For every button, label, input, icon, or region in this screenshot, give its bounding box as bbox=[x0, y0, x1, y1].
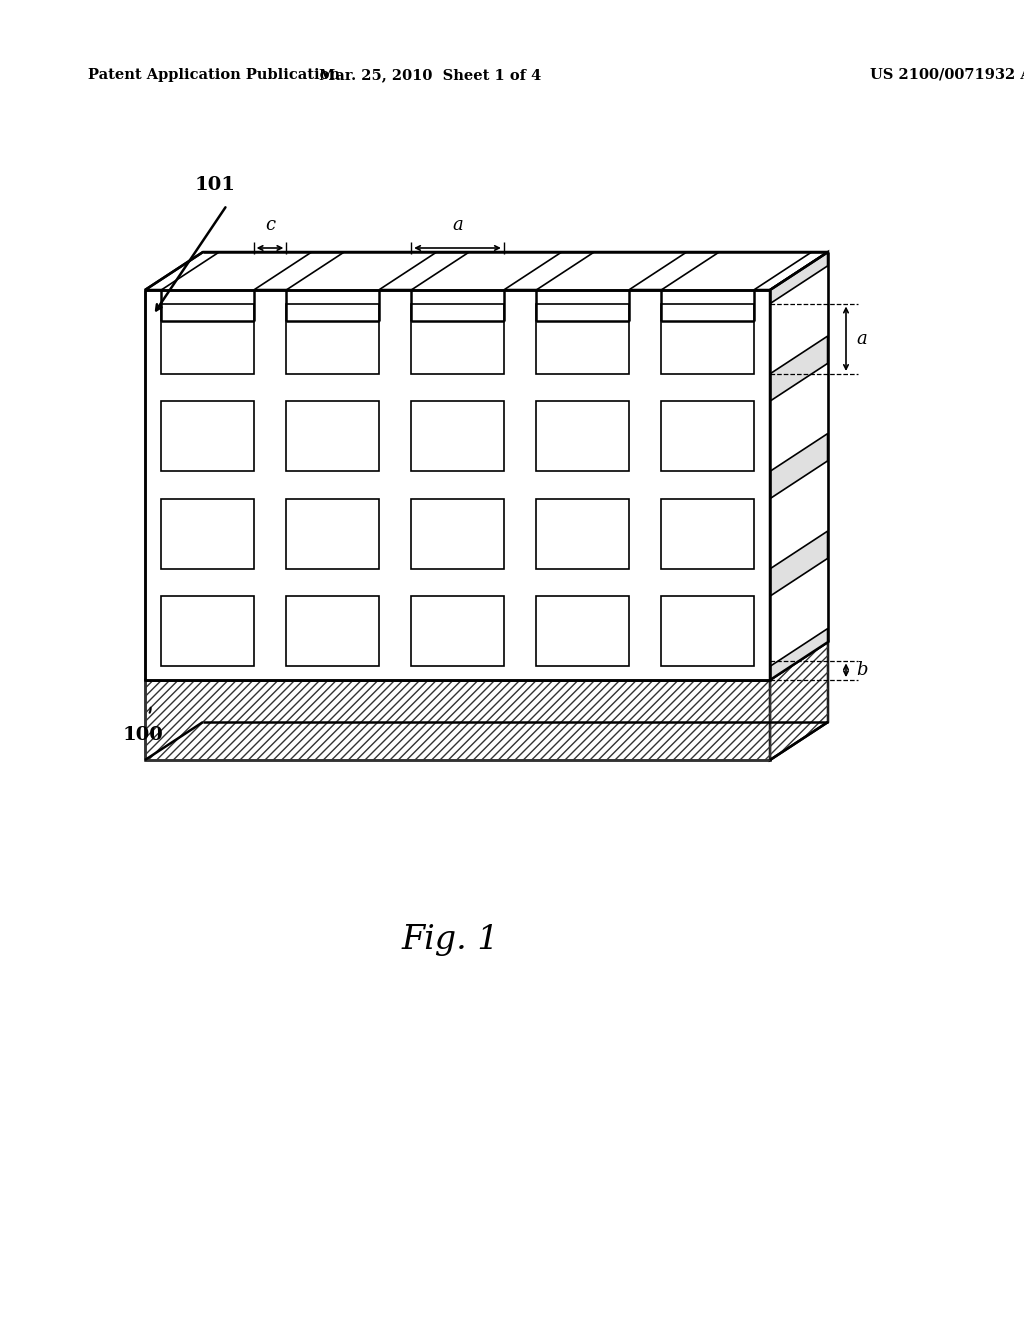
Polygon shape bbox=[287, 401, 379, 471]
Text: Fig. 1: Fig. 1 bbox=[401, 924, 499, 956]
Polygon shape bbox=[662, 304, 754, 374]
Polygon shape bbox=[412, 597, 504, 667]
Text: US 2100/0071932 A1: US 2100/0071932 A1 bbox=[870, 69, 1024, 82]
Polygon shape bbox=[537, 401, 629, 471]
Polygon shape bbox=[770, 558, 828, 667]
Text: a: a bbox=[453, 216, 463, 234]
Text: 100: 100 bbox=[123, 726, 164, 744]
Polygon shape bbox=[145, 252, 828, 290]
Polygon shape bbox=[161, 401, 254, 471]
Polygon shape bbox=[287, 597, 379, 667]
Text: c: c bbox=[265, 216, 275, 234]
Polygon shape bbox=[537, 252, 687, 290]
Polygon shape bbox=[287, 304, 379, 374]
Polygon shape bbox=[412, 401, 504, 471]
Polygon shape bbox=[770, 461, 828, 569]
Polygon shape bbox=[662, 597, 754, 667]
Polygon shape bbox=[412, 304, 504, 374]
Polygon shape bbox=[161, 597, 254, 667]
Polygon shape bbox=[662, 401, 754, 471]
Polygon shape bbox=[770, 265, 828, 374]
Polygon shape bbox=[412, 252, 562, 290]
Polygon shape bbox=[161, 304, 254, 374]
Text: b: b bbox=[856, 661, 867, 680]
Polygon shape bbox=[145, 680, 770, 760]
Polygon shape bbox=[412, 499, 504, 569]
Polygon shape bbox=[161, 499, 254, 569]
Polygon shape bbox=[537, 304, 629, 374]
Polygon shape bbox=[770, 363, 828, 471]
Polygon shape bbox=[537, 597, 629, 667]
Polygon shape bbox=[287, 499, 379, 569]
Polygon shape bbox=[537, 499, 629, 569]
Polygon shape bbox=[662, 252, 812, 290]
Text: Patent Application Publication: Patent Application Publication bbox=[88, 69, 340, 82]
Text: Mar. 25, 2010  Sheet 1 of 4: Mar. 25, 2010 Sheet 1 of 4 bbox=[318, 69, 541, 82]
Polygon shape bbox=[287, 252, 437, 290]
Polygon shape bbox=[145, 290, 770, 680]
Text: 101: 101 bbox=[195, 176, 236, 194]
Text: a: a bbox=[856, 330, 866, 347]
Polygon shape bbox=[161, 252, 311, 290]
Polygon shape bbox=[145, 642, 828, 680]
Polygon shape bbox=[770, 642, 828, 760]
Polygon shape bbox=[662, 499, 754, 569]
Polygon shape bbox=[770, 252, 828, 680]
